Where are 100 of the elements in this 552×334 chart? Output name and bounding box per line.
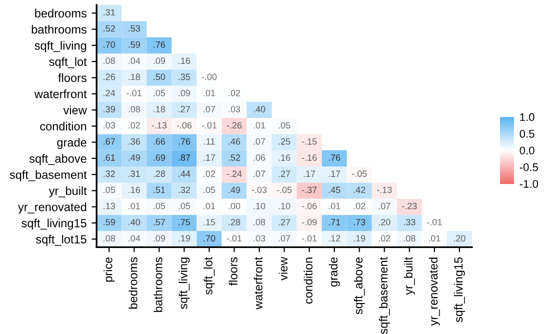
x-tick-label: yr_renovated <box>428 258 440 326</box>
data-label: .26 <box>104 74 115 80</box>
x-tick-label: sqft_above <box>354 257 365 314</box>
data-label: .28 <box>228 218 240 226</box>
data-label: .09 <box>154 58 166 64</box>
data-label: .17 <box>304 170 316 177</box>
color-bar-label: -1.0 <box>520 180 538 188</box>
x-tick-label: waterfront <box>254 256 262 310</box>
data-label: .16 <box>278 154 290 161</box>
y-tick-label: sqft_living <box>34 41 86 52</box>
data-label: .12 <box>328 235 340 242</box>
data-label: .61 <box>104 154 115 161</box>
data-label: .59 <box>104 218 115 226</box>
data-label: .28 <box>154 170 166 177</box>
data-label: .71 <box>328 219 340 226</box>
data-label: .40 <box>254 106 266 112</box>
x-tick-label: condition <box>304 258 312 304</box>
data-label: .17 <box>204 154 216 161</box>
data-label: .08 <box>254 218 266 226</box>
data-label: .11 <box>204 138 215 145</box>
data-label: .45 <box>328 186 340 194</box>
data-label: .52 <box>228 154 240 161</box>
x-tick-label: bathrooms <box>154 257 162 312</box>
data-label: -.05 <box>352 170 367 177</box>
data-label: .10 <box>254 202 266 210</box>
data-label: .32 <box>178 186 190 194</box>
data-label: .67 <box>104 138 115 145</box>
data-label: .19 <box>354 235 366 242</box>
data-label: .01 <box>128 202 140 210</box>
data-label: .27 <box>278 170 290 177</box>
data-label: .69 <box>154 154 166 161</box>
data-label: .06 <box>254 154 266 161</box>
data-label: .07 <box>204 106 216 112</box>
data-label: -.06 <box>176 122 192 129</box>
x-tick-label: sqft_lot <box>204 256 215 295</box>
data-label: .42 <box>354 186 366 193</box>
data-label: .03 <box>104 122 115 129</box>
data-label: -.01 <box>427 218 442 226</box>
y-tick-label: grade <box>57 138 86 149</box>
data-label: .01 <box>204 90 216 96</box>
data-label: -.01 <box>226 235 242 242</box>
x-tick-label: sqft_basement <box>378 256 390 334</box>
data-label: .66 <box>154 138 166 145</box>
data-label: .59 <box>128 41 140 48</box>
data-label: .70 <box>104 41 116 48</box>
data-label: -.23 <box>402 202 417 210</box>
data-label: .20 <box>378 218 390 226</box>
data-label: .51 <box>154 186 165 194</box>
data-label: .32 <box>104 170 115 177</box>
data-label: .02 <box>128 122 140 129</box>
data-label: -.37 <box>302 186 317 194</box>
data-label: .08 <box>104 235 115 242</box>
x-tick-label: floors <box>228 257 238 286</box>
y-tick-label: sqft_lot <box>49 57 87 68</box>
data-label: -.13 <box>377 186 392 194</box>
data-label: .73 <box>354 218 366 226</box>
data-label: .18 <box>154 106 166 112</box>
y-tick-label: floors <box>58 73 86 82</box>
data-label: -.26 <box>226 122 242 129</box>
color-bar-label: 1.0 <box>520 113 534 122</box>
data-label: .09 <box>154 235 166 242</box>
data-label: .35 <box>178 74 190 80</box>
data-label: -.01 <box>202 122 217 129</box>
data-label: .05 <box>204 186 216 194</box>
y-tick-label: view <box>63 106 87 114</box>
data-label: -.15 <box>302 138 317 145</box>
y-tick-label: bedrooms <box>35 8 86 18</box>
x-tick-label: sqft_living <box>178 258 190 310</box>
data-label: .10 <box>278 202 290 210</box>
data-label: .01 <box>204 202 216 210</box>
data-label: .04 <box>128 58 140 64</box>
data-label: -.00 <box>202 74 217 80</box>
data-label: .02 <box>378 235 390 242</box>
data-label: .20 <box>454 235 466 242</box>
data-label: .16 <box>178 58 190 64</box>
data-label: .02 <box>204 170 216 177</box>
data-label: .76 <box>154 41 166 48</box>
data-label: .76 <box>178 138 190 145</box>
data-label: .01 <box>428 235 440 242</box>
data-label: .02 <box>228 90 240 96</box>
y-tick-label: sqft_living15 <box>22 218 86 230</box>
data-label: -.24 <box>226 170 242 177</box>
data-label: .07 <box>254 138 266 145</box>
data-label: .50 <box>154 74 166 80</box>
data-label: -.16 <box>302 154 317 161</box>
y-tick-label: waterfront <box>34 90 87 98</box>
y-tick-label: bathrooms <box>32 24 86 34</box>
data-label: .07 <box>378 202 390 210</box>
x-tick-label: bedrooms <box>128 257 138 309</box>
data-label: .25 <box>278 138 290 145</box>
x-tick-label: sqft_living15 <box>454 257 465 322</box>
data-label: .01 <box>254 122 266 129</box>
data-label: .03 <box>228 106 240 112</box>
data-label: .27 <box>178 106 190 112</box>
x-tick-label: yr_built <box>404 256 415 295</box>
data-label: .05 <box>154 202 166 210</box>
y-tick-label: condition <box>40 122 86 130</box>
data-label: .08 <box>104 58 115 64</box>
data-label: .09 <box>178 90 190 96</box>
data-label: -.06 <box>302 202 317 210</box>
